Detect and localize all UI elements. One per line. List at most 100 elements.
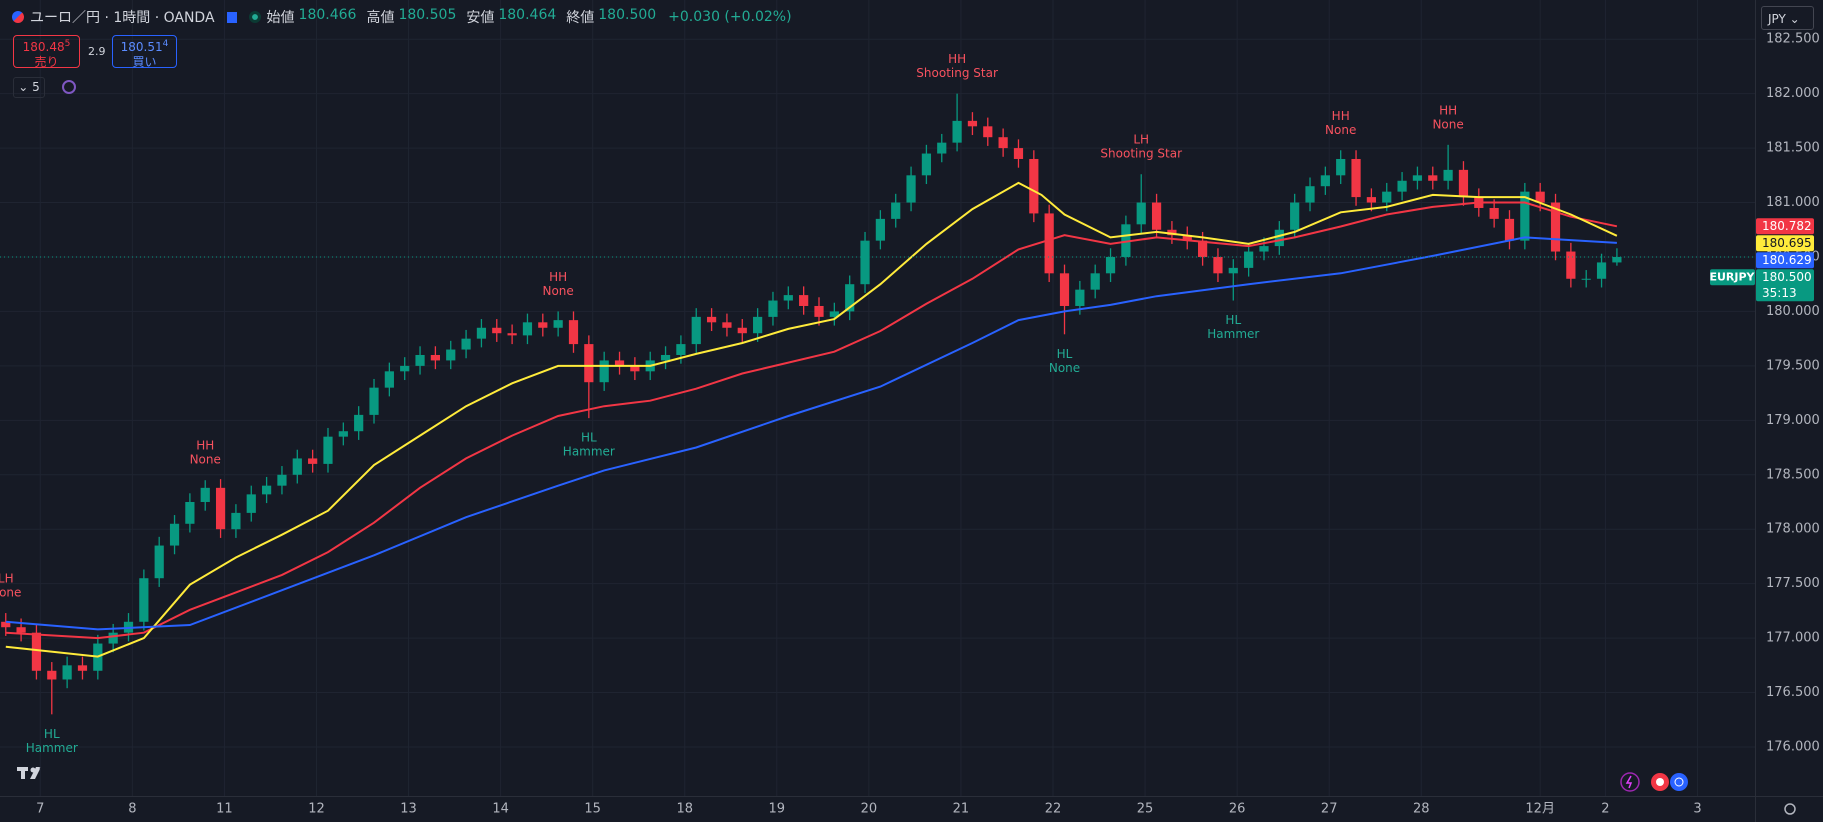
- candle-body: [676, 344, 686, 355]
- pattern-label: Hammer: [563, 445, 615, 459]
- candle-body: [753, 316, 763, 334]
- candle-body: [77, 665, 88, 671]
- ohlc-value: 180.505: [398, 7, 457, 23]
- candle-body: [660, 354, 671, 361]
- candle-body: [1320, 175, 1330, 187]
- buy-label: 買い: [132, 55, 157, 69]
- candle-body: [937, 142, 947, 154]
- candle-body: [706, 316, 717, 323]
- ohlc-label: 安値: [466, 10, 495, 26]
- change: +0.030 (+0.02%): [668, 9, 792, 25]
- pattern-label: HH: [549, 270, 567, 284]
- candle-body: [16, 627, 26, 633]
- candle-body: [1382, 191, 1392, 203]
- y-tick-label: 178.500: [1766, 467, 1820, 482]
- candle-body: [1504, 218, 1515, 241]
- candle-body: [1151, 202, 1162, 230]
- candle-body: [1412, 175, 1423, 181]
- y-tick-label: 182.500: [1766, 32, 1820, 47]
- sell-button[interactable]: 180.485 売り: [13, 35, 80, 69]
- candle-body: [1167, 229, 1177, 236]
- candle-body: [1397, 180, 1407, 192]
- candle-body: [1351, 158, 1361, 198]
- candle-body: [829, 311, 839, 317]
- candle-body: [1336, 158, 1346, 176]
- x-tick-label: 13: [400, 802, 417, 817]
- x-tick-label: 26: [1229, 802, 1246, 817]
- candle-body: [568, 320, 579, 345]
- candle-body: [231, 512, 241, 530]
- candle-body: [1428, 175, 1438, 181]
- candle-body: [215, 487, 226, 530]
- candle-body: [1550, 202, 1561, 252]
- candle-body: [507, 333, 517, 336]
- candle-body: [1182, 235, 1192, 241]
- pattern-label: Hammer: [26, 741, 78, 755]
- currency-select[interactable]: JPY ⌄: [1761, 6, 1814, 30]
- indicator-toggle[interactable]: ⌄ 5: [13, 77, 45, 98]
- pattern-label: Hammer: [1207, 327, 1259, 341]
- tv-logo: [17, 767, 41, 779]
- candle-body: [1029, 158, 1039, 214]
- symbol-tag-label: EURJPY: [1709, 270, 1755, 283]
- candle-body: [47, 670, 57, 680]
- candle-body: [614, 360, 625, 366]
- candle-body: [538, 322, 548, 328]
- candle-body: [522, 322, 533, 336]
- candle-body: [1274, 229, 1284, 247]
- candle-body: [1305, 186, 1315, 203]
- candle-body: [814, 305, 824, 317]
- candle-body: [200, 487, 210, 502]
- symbol-title[interactable]: ユーロ／円 · 1時間 · OANDA: [30, 10, 215, 26]
- pattern-label: LH: [0, 572, 14, 586]
- bottom-icons[interactable]: [1620, 772, 1688, 792]
- pattern-label: None: [1325, 123, 1356, 137]
- x-tick-label: 8: [128, 802, 136, 817]
- candle-body: [691, 316, 701, 345]
- sell-pip: 5: [64, 39, 71, 49]
- sell-price: 180.48: [22, 40, 65, 54]
- pattern-label: HH: [196, 439, 214, 453]
- candle-body: [768, 300, 778, 317]
- candle-body: [185, 501, 195, 524]
- price-tag: [1756, 235, 1814, 252]
- price-tag: [1756, 269, 1814, 302]
- x-tick-label: 15: [584, 802, 601, 817]
- candle-body: [139, 578, 149, 622]
- sync-icon[interactable]: [62, 80, 76, 94]
- price-tag-label: 180.500: [1762, 270, 1812, 284]
- indicator-count: 5: [32, 80, 40, 94]
- candle-body: [983, 126, 993, 138]
- candle-body: [967, 120, 978, 127]
- ohlc-label: 始値: [266, 10, 295, 26]
- candle-body: [891, 202, 901, 219]
- candle-body: [308, 458, 318, 464]
- candle-body: [446, 349, 456, 361]
- candle-body: [246, 494, 256, 513]
- pattern-label: None: [0, 586, 21, 600]
- flag-icon[interactable]: [226, 11, 237, 23]
- candle-body: [1596, 262, 1607, 279]
- candle-body: [430, 354, 440, 361]
- price-tag-label: 180.629: [1762, 253, 1812, 267]
- pattern-label: HH: [1332, 109, 1350, 123]
- x-tick-label: 27: [1321, 802, 1338, 817]
- currency: JPY: [1768, 12, 1786, 26]
- moving-average-line: [5, 201, 1618, 640]
- symbol-header: ユーロ／円 · 1時間 · OANDA 始値 180.466 高値 180.505 安値…: [12, 7, 792, 27]
- candle-body: [1535, 191, 1545, 203]
- pattern-label: Shooting Star: [916, 66, 998, 80]
- candle-body: [722, 322, 732, 328]
- candle-body: [1075, 289, 1085, 306]
- candle-body: [845, 284, 855, 312]
- candle-body: [1228, 267, 1238, 274]
- settings-icon[interactable]: [1784, 803, 1796, 815]
- candle-body: [1105, 256, 1116, 274]
- candle-body: [952, 120, 962, 143]
- buy-button[interactable]: 180.514 買い: [112, 35, 177, 69]
- pattern-label: None: [1432, 117, 1463, 131]
- candle-body: [860, 240, 870, 285]
- candle-body: [1, 621, 11, 628]
- candle-body: [338, 431, 348, 437]
